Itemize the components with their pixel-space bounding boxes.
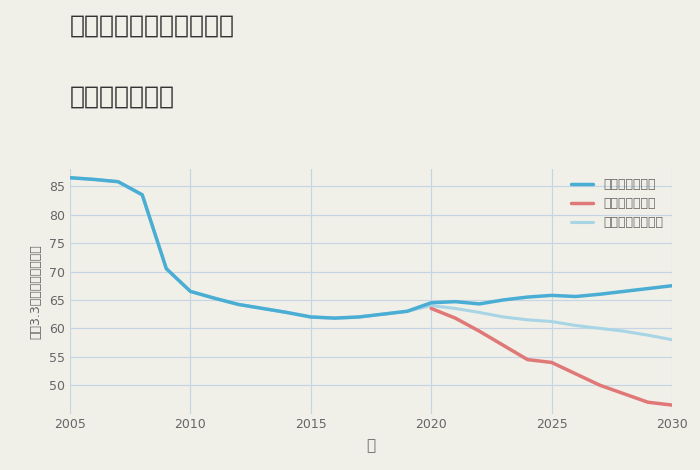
グッドシナリオ xyxy=(90,177,98,182)
バッドシナリオ xyxy=(499,343,508,348)
バッドシナリオ xyxy=(668,402,676,408)
ノーマルシナリオ xyxy=(403,308,412,314)
Line: グッドシナリオ: グッドシナリオ xyxy=(70,178,672,318)
ノーマルシナリオ xyxy=(547,319,556,324)
Text: 土地の価格推移: 土地の価格推移 xyxy=(70,85,175,109)
バッドシナリオ xyxy=(596,383,604,388)
Y-axis label: 坪（3.3㎡）単価（万円）: 坪（3.3㎡）単価（万円） xyxy=(29,244,42,339)
ノーマルシナリオ xyxy=(475,310,484,315)
ノーマルシナリオ xyxy=(596,326,604,331)
ノーマルシナリオ xyxy=(283,310,291,315)
ノーマルシナリオ xyxy=(451,306,459,311)
グッドシナリオ xyxy=(66,175,74,180)
グッドシナリオ xyxy=(355,314,363,320)
ノーマルシナリオ xyxy=(524,317,532,322)
ノーマルシナリオ xyxy=(620,329,628,334)
ノーマルシナリオ xyxy=(138,192,146,197)
ノーマルシナリオ xyxy=(258,306,267,311)
バッドシナリオ xyxy=(475,329,484,334)
Legend: グッドシナリオ, バッドシナリオ, ノーマルシナリオ: グッドシナリオ, バッドシナリオ, ノーマルシナリオ xyxy=(566,173,668,235)
グッドシナリオ xyxy=(186,289,195,294)
グッドシナリオ xyxy=(571,294,580,299)
ノーマルシナリオ xyxy=(114,179,122,185)
グッドシナリオ xyxy=(475,301,484,307)
グッドシナリオ xyxy=(114,179,122,185)
グッドシナリオ xyxy=(644,286,652,291)
ノーマルシナリオ xyxy=(66,175,74,180)
ノーマルシナリオ xyxy=(355,314,363,320)
ノーマルシナリオ xyxy=(644,332,652,338)
Text: 奈良県奈良市鶴舞東町の: 奈良県奈良市鶴舞東町の xyxy=(70,14,235,38)
グッドシナリオ xyxy=(668,283,676,289)
Line: バッドシナリオ: バッドシナリオ xyxy=(431,308,672,405)
ノーマルシナリオ xyxy=(234,302,243,307)
バッドシナリオ xyxy=(547,360,556,365)
X-axis label: 年: 年 xyxy=(366,439,376,454)
バッドシナリオ xyxy=(620,391,628,397)
グッドシナリオ xyxy=(379,311,387,317)
バッドシナリオ xyxy=(571,371,580,376)
グッドシナリオ xyxy=(162,266,171,272)
ノーマルシナリオ xyxy=(90,177,98,182)
グッドシナリオ xyxy=(427,300,435,306)
ノーマルシナリオ xyxy=(307,314,315,320)
グッドシナリオ xyxy=(451,299,459,305)
ノーマルシナリオ xyxy=(668,337,676,343)
バッドシナリオ xyxy=(644,400,652,405)
ノーマルシナリオ xyxy=(210,296,218,301)
グッドシナリオ xyxy=(596,291,604,297)
グッドシナリオ xyxy=(138,192,146,197)
グッドシナリオ xyxy=(330,315,339,321)
グッドシナリオ xyxy=(524,294,532,300)
Line: ノーマルシナリオ: ノーマルシナリオ xyxy=(70,178,672,340)
ノーマルシナリオ xyxy=(162,266,171,272)
ノーマルシナリオ xyxy=(186,289,195,294)
グッドシナリオ xyxy=(499,297,508,303)
ノーマルシナリオ xyxy=(379,311,387,317)
バッドシナリオ xyxy=(451,315,459,321)
ノーマルシナリオ xyxy=(330,315,339,321)
バッドシナリオ xyxy=(427,306,435,311)
グッドシナリオ xyxy=(620,289,628,294)
グッドシナリオ xyxy=(234,302,243,307)
ノーマルシナリオ xyxy=(427,303,435,308)
グッドシナリオ xyxy=(547,292,556,298)
ノーマルシナリオ xyxy=(499,314,508,320)
バッドシナリオ xyxy=(524,357,532,362)
グッドシナリオ xyxy=(258,306,267,311)
ノーマルシナリオ xyxy=(571,323,580,329)
グッドシナリオ xyxy=(403,308,412,314)
グッドシナリオ xyxy=(283,310,291,315)
グッドシナリオ xyxy=(210,296,218,301)
グッドシナリオ xyxy=(307,314,315,320)
